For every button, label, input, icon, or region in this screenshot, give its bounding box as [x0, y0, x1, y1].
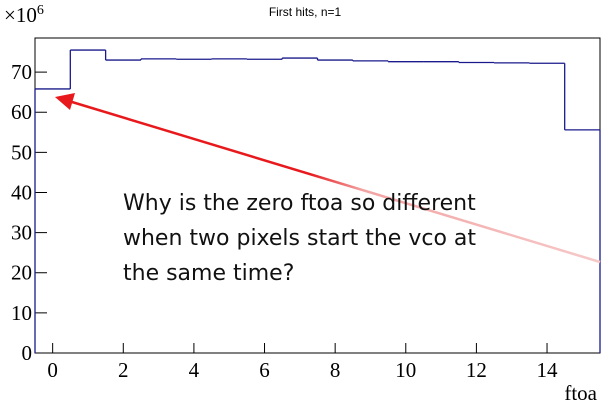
annotation-text: Why is the zero ftoa so different	[123, 191, 476, 216]
multiplier-base: ×10	[4, 3, 37, 27]
x-tick-label: 4	[189, 358, 200, 382]
annotation-arrow	[71, 100, 601, 264]
y-multiplier: ×106	[4, 3, 44, 27]
histogram	[34, 49, 601, 353]
y-tick-label: 0	[22, 341, 33, 365]
chart-title: First hits, n=1	[269, 5, 342, 19]
y-tick-label: 10	[11, 301, 32, 325]
x-tick-label: 12	[466, 358, 487, 382]
y-tick-label: 70	[11, 60, 32, 84]
x-tick-label: 6	[259, 358, 270, 382]
arrow-head	[55, 93, 75, 110]
y-tick-label: 50	[11, 140, 32, 164]
x-tick-label: 10	[395, 358, 416, 382]
y-tick-label: 60	[11, 100, 32, 124]
x-tick-label: 0	[47, 358, 58, 382]
y-tick-label: 20	[11, 261, 32, 285]
annotation-text: the same time?	[123, 261, 294, 286]
x-tick-label: 14	[537, 358, 559, 382]
x-tick-label: 8	[330, 358, 341, 382]
x-tick-label: 2	[118, 358, 129, 382]
multiplier-exponent: 6	[37, 3, 44, 18]
y-tick-label: 40	[11, 180, 32, 204]
y-tick-label: 30	[11, 221, 32, 245]
x-axis-label: ftoa	[564, 381, 597, 405]
annotation-text: when two pixels start the vco at	[123, 226, 476, 251]
